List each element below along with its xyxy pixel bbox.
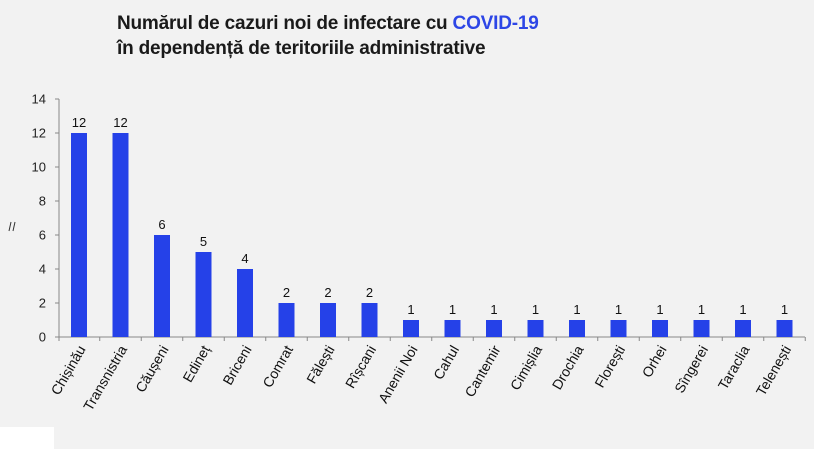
bar xyxy=(320,303,336,337)
y-tick-label: 14 xyxy=(32,92,46,107)
y-tick-label: 2 xyxy=(39,296,46,311)
bar-value-label: 2 xyxy=(366,285,373,300)
y-tick-label: 8 xyxy=(39,194,46,209)
bar xyxy=(776,320,793,337)
category-label: Fălești xyxy=(303,343,337,387)
bar-value-label: 1 xyxy=(490,302,497,317)
category-label: Chișinău xyxy=(47,343,88,398)
category-label: Rîșcani xyxy=(342,343,379,391)
category-label: Căușeni xyxy=(132,343,172,395)
corner-blank-area xyxy=(0,427,54,449)
bar-value-label: 1 xyxy=(532,302,539,317)
bar-value-label: 1 xyxy=(656,302,663,317)
bar xyxy=(735,320,751,337)
chart-title-prefix: Numărul de cazuri noi de infectare cu xyxy=(117,13,453,34)
category-label: Anenii Noi xyxy=(375,343,421,406)
bar xyxy=(237,269,253,337)
chart-title: Numărul de cazuri noi de infectare cu CO… xyxy=(117,11,539,61)
bar-value-label: 2 xyxy=(283,285,290,300)
category-label: Comrat xyxy=(259,342,296,390)
bar-value-label: 2 xyxy=(324,285,331,300)
bar-value-label: 1 xyxy=(698,302,705,317)
chart-title-line1: Numărul de cazuri noi de infectare cu CO… xyxy=(117,11,539,36)
category-label: Drochia xyxy=(549,342,587,392)
bar-value-label: 12 xyxy=(72,115,86,130)
bar xyxy=(610,320,627,337)
bar xyxy=(486,320,502,337)
bars-group xyxy=(71,133,793,337)
bar xyxy=(527,320,544,337)
bar-value-label: 5 xyxy=(200,234,207,249)
y-tick-label: 6 xyxy=(39,228,46,243)
bar xyxy=(112,133,129,337)
bar-value-label: 1 xyxy=(449,302,456,317)
category-label: Sîngerei xyxy=(671,343,711,396)
axis-break-mark xyxy=(12,221,16,232)
bar-value-label: 1 xyxy=(407,302,414,317)
y-tick-label: 12 xyxy=(32,126,46,141)
category-label: Florești xyxy=(591,343,628,391)
y-tick-label: 4 xyxy=(39,262,46,277)
category-label: Taraclia xyxy=(715,342,753,392)
bar-value-label: 1 xyxy=(573,302,580,317)
bar xyxy=(361,303,378,337)
bar xyxy=(154,235,170,337)
bar xyxy=(569,320,585,337)
category-label: Telenești xyxy=(753,343,794,399)
axis-break-mark xyxy=(8,221,12,232)
category-label: Briceni xyxy=(219,343,254,388)
chart-title-accent: COVID-19 xyxy=(452,13,539,34)
y-tick-label: 10 xyxy=(32,160,46,175)
bar-value-label: 1 xyxy=(781,302,788,317)
bar-value-label: 6 xyxy=(158,217,165,232)
category-label: Orhei xyxy=(639,343,670,381)
bar xyxy=(403,320,419,337)
bar xyxy=(71,133,87,337)
bar-value-label: 1 xyxy=(739,302,746,317)
y-tick-label: 0 xyxy=(39,330,46,345)
category-label: Cimișlia xyxy=(507,342,545,393)
bar-value-label: 4 xyxy=(241,251,248,266)
bar xyxy=(444,320,461,337)
category-label: Transnistria xyxy=(80,342,130,413)
category-label: Cantemir xyxy=(461,342,503,399)
bar-value-label: 12 xyxy=(113,115,127,130)
bar xyxy=(195,252,212,337)
bar xyxy=(652,320,668,337)
bar xyxy=(693,320,710,337)
bar xyxy=(278,303,295,337)
bar-value-label: 1 xyxy=(615,302,622,317)
category-label: Edineț xyxy=(179,342,213,384)
chart-title-line2: în dependență de teritoriile administrat… xyxy=(117,38,486,59)
category-label: Cahul xyxy=(430,343,462,383)
